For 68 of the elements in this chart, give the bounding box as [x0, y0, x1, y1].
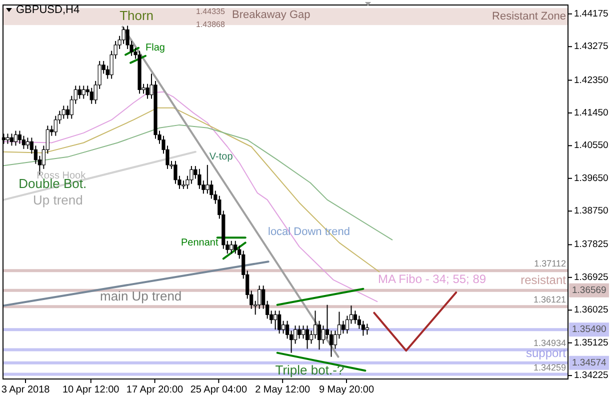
ref-line-label: 1.34934	[533, 338, 566, 348]
y-tick-label: 1.39650	[574, 172, 608, 184]
y-tick-label: 1.41450	[574, 107, 608, 118]
candlestick	[206, 164, 210, 194]
band-label: Resistant Zone	[492, 10, 566, 22]
annotation: main Up trend	[100, 288, 182, 304]
candlestick	[230, 240, 234, 254]
ref-line-label: 1.34259	[533, 362, 566, 372]
candlestick	[361, 320, 366, 336]
y-tick-label: 1.37825	[574, 239, 608, 250]
annotation: resistant	[520, 273, 567, 288]
x-tick-label: 17 Apr 20:00	[126, 384, 184, 396]
y-tick-label: 1.35125	[574, 337, 608, 348]
line-series	[3, 107, 380, 272]
ref-line-label: 1.35490	[572, 324, 606, 336]
x-tick-label: 2 May 12:00	[255, 384, 311, 396]
annotation: 1.44335	[196, 6, 226, 16]
candlestick	[301, 325, 306, 340]
chart-title: GBPUSD,H4	[16, 4, 80, 16]
y-tick-label: 1.38750	[574, 206, 608, 217]
candlestick	[62, 105, 66, 120]
candlestick	[234, 240, 238, 254]
candlestick	[82, 85, 86, 100]
y-tick-label: 1.43275	[574, 41, 608, 52]
candlestick	[313, 310, 318, 340]
candlestick	[298, 325, 302, 340]
candlestick	[274, 310, 278, 330]
annotation: Thorn	[120, 8, 154, 24]
y-tick-label: 1.36025	[574, 304, 608, 316]
candlestick	[78, 85, 82, 100]
annotation: Flag	[146, 42, 165, 54]
candlestick	[54, 115, 58, 136]
y-tick-label: 1.42350	[574, 74, 608, 86]
x-tick-label: 25 Apr 04:00	[190, 384, 248, 396]
candlestick	[6, 133, 10, 144]
x-tick-label: 3 Apr 2018	[1, 384, 50, 396]
candlestick	[341, 320, 346, 334]
candlestick	[278, 310, 282, 334]
candlestick	[26, 137, 30, 150]
y-tick-label: 1.40550	[574, 140, 608, 152]
annotation: Breakaway Gap	[232, 8, 310, 21]
candlestick	[305, 325, 310, 350]
ref-line-label: 1.37112	[534, 258, 566, 269]
candlestick	[146, 83, 150, 100]
y-tick-label: 1.34225	[574, 370, 608, 382]
annotation: Up trend	[33, 192, 83, 208]
y-tick-label: 1.44175	[574, 8, 608, 20]
candlestick	[14, 130, 18, 146]
x-tick-label: 9 May 20:00	[318, 384, 374, 396]
candlestick	[90, 87, 94, 104]
annotation: Pennant	[181, 238, 218, 249]
candlestick	[321, 325, 326, 344]
y-tick-label: 1.36925	[574, 272, 608, 283]
ref-line-label: 1.36121	[533, 294, 566, 305]
line-series	[3, 124, 393, 240]
candlestick	[198, 168, 202, 190]
annotation: 1.43868	[196, 20, 226, 30]
ref-line-label: 1.34574	[572, 357, 606, 368]
candlestick	[286, 320, 290, 340]
annotation: Triple bot.-?	[275, 362, 344, 378]
x-tick-label: 10 Apr 12:00	[62, 384, 120, 396]
ref-line-label: 1.36569	[572, 284, 606, 296]
annotation: MA Fibo - 34; 55; 89	[378, 272, 486, 286]
annotation: V-top	[209, 152, 234, 163]
annotation: support	[526, 346, 567, 360]
candlestick	[365, 323, 369, 336]
candlestick	[10, 133, 14, 146]
candlestick	[22, 135, 26, 150]
